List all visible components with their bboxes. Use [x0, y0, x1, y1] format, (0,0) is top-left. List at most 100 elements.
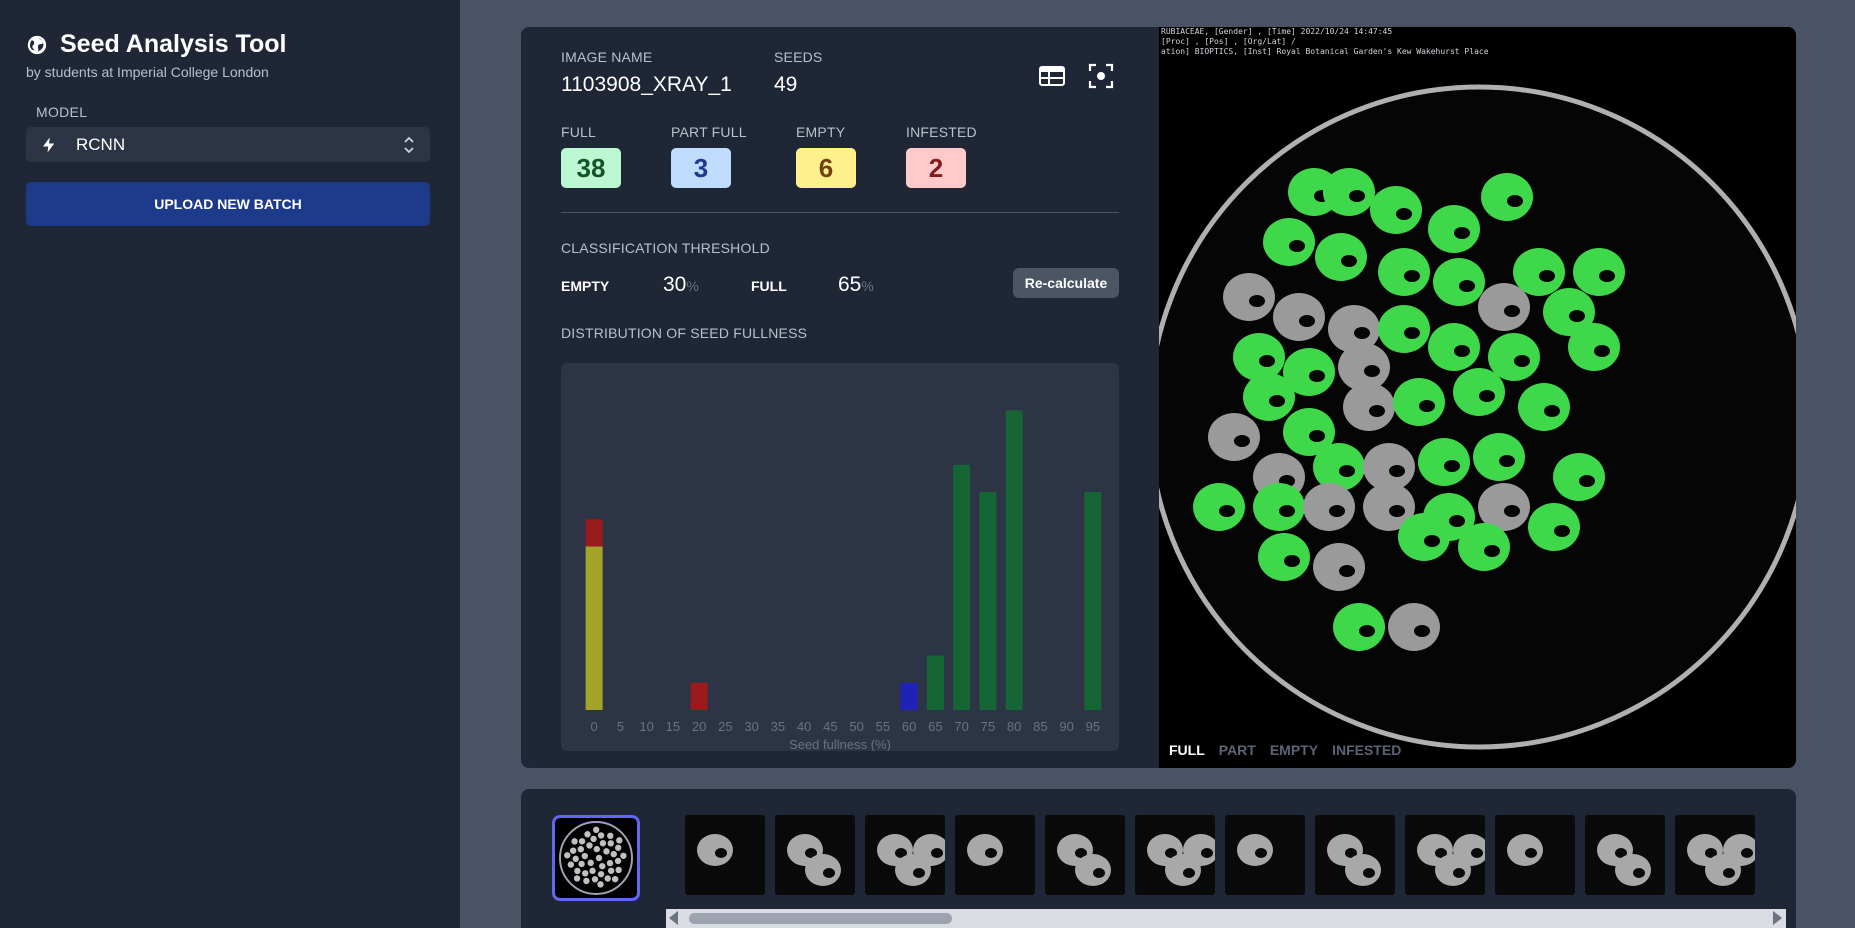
seed: [1283, 408, 1335, 456]
threshold-empty-value[interactable]: 30%: [663, 273, 699, 297]
seed-notch: [1201, 848, 1213, 858]
xray-meta-line: ation] BIOPTICS, [Inst] Royal Botanical …: [1161, 47, 1489, 56]
thumb-seed: [569, 847, 577, 854]
sidebar: Seed Analysis Tool by students at Imperi…: [0, 0, 460, 928]
thumbnail[interactable]: [1675, 815, 1755, 895]
seed: [1418, 438, 1470, 486]
seed-notch: [1369, 405, 1385, 417]
seed: [1478, 283, 1530, 331]
petri-dish: [1159, 84, 1796, 750]
thumbnail[interactable]: [1225, 815, 1305, 895]
seed: [1543, 288, 1595, 336]
histogram-bar: [900, 682, 918, 710]
seed: [1237, 834, 1273, 866]
thumbnail[interactable]: [865, 815, 945, 895]
thumbnail[interactable]: [685, 815, 765, 895]
scroll-right-arrow[interactable]: [1773, 911, 1782, 925]
seed-notch: [985, 848, 997, 858]
thumbnail-seed-image: [1687, 834, 1755, 886]
seed-notch: [1329, 505, 1345, 517]
legend-full[interactable]: FULL: [1169, 742, 1205, 758]
seed-notch: [1705, 848, 1717, 858]
thumbnail-seed-image: [1327, 834, 1381, 886]
x-tick-label: 25: [718, 719, 732, 734]
thumb-seed: [581, 852, 588, 860]
seed: [1363, 483, 1415, 531]
seed-notch: [1339, 565, 1355, 577]
thumbnail[interactable]: [1045, 815, 1125, 895]
thumbnail-seed-image: [1057, 834, 1111, 886]
legend-empty[interactable]: EMPTY: [1269, 742, 1319, 758]
seed: [1075, 854, 1111, 886]
thumbnail[interactable]: [1315, 815, 1395, 895]
threshold-full-value[interactable]: 65%: [838, 273, 874, 297]
seed-notch: [1341, 255, 1357, 267]
xray-meta-line: RUBIACEAE, [Gender] , [Time] 2022/10/24 …: [1161, 27, 1393, 36]
thumb-seed: [586, 842, 593, 849]
seed-notch: [895, 848, 907, 858]
seed-notch: [1259, 355, 1275, 367]
thumbnail-seed-image: [1597, 834, 1651, 886]
thumb-seed: [597, 870, 605, 878]
seed: [1243, 373, 1295, 421]
thumb-seed: [610, 850, 617, 858]
thumbnail[interactable]: [1135, 815, 1215, 895]
seed: [1433, 258, 1485, 306]
thumbnail-seed-image: [967, 834, 1003, 866]
seed-notch: [1449, 515, 1465, 527]
thumb-seed: [592, 826, 600, 834]
thumbnail[interactable]: [1495, 815, 1575, 895]
model-select[interactable]: RCNN: [26, 127, 430, 162]
scrollbar-thumb[interactable]: [689, 913, 952, 924]
seed: [1333, 603, 1385, 651]
chevron-updown-icon: [404, 136, 414, 154]
seed: [1513, 248, 1565, 296]
count-badge-part-full: 3: [671, 148, 731, 188]
seed: [1453, 368, 1505, 416]
seed-notch: [1579, 475, 1595, 487]
seed-notch: [1165, 848, 1177, 858]
seed-notch: [1544, 405, 1560, 417]
thumb-seed: [599, 840, 607, 847]
threshold-empty-label: EMPTY: [561, 278, 610, 294]
thumbnail-strip: [521, 789, 1796, 928]
histogram-svg: 0 5 10 15 20 25 30 35 40 45 50 55 60 65 70 75 80 85 90 95 Se…: [585, 410, 1102, 752]
seed-notch: [1364, 365, 1380, 377]
x-tick-label: 30: [744, 719, 758, 734]
table-icon[interactable]: [1038, 62, 1066, 90]
x-tick-label: 5: [617, 719, 624, 734]
thumbnail[interactable]: [1585, 815, 1665, 895]
seed: [1428, 323, 1480, 371]
seed-notch: [1284, 555, 1300, 567]
seed-notch: [1594, 345, 1610, 357]
seed-notch: [1249, 295, 1265, 307]
thumbnail[interactable]: [955, 815, 1035, 895]
seeds-count: 49: [774, 73, 798, 96]
seed-notch: [1269, 395, 1285, 407]
seed: [1528, 503, 1580, 551]
thumb-seed: [572, 855, 579, 863]
thumb-seed: [571, 838, 578, 845]
focus-icon[interactable]: [1087, 62, 1115, 90]
scroll-left-arrow[interactable]: [669, 911, 678, 925]
count-label-full: FULL: [561, 124, 597, 140]
seed-notch: [1396, 208, 1412, 220]
legend-infested[interactable]: INFESTED: [1332, 742, 1402, 758]
thumbnail-seed-image: [877, 834, 945, 886]
seed: [1615, 854, 1651, 886]
thumb-seed: [567, 861, 575, 868]
seed: [1488, 333, 1540, 381]
count-badge-infested: 2: [906, 148, 966, 188]
seed-notch: [1093, 868, 1105, 878]
thumbnail[interactable]: [1405, 815, 1485, 895]
recalculate-button[interactable]: Re-calculate: [1013, 268, 1119, 298]
seed-notch: [1459, 280, 1475, 292]
upload-new-batch-button[interactable]: UPLOAD NEW BATCH: [26, 182, 430, 226]
seed-notch: [1507, 195, 1523, 207]
seed-notch: [1299, 315, 1315, 327]
globe-icon: [27, 35, 47, 54]
legend-part[interactable]: PART: [1218, 742, 1256, 758]
threshold-full-label: FULL: [751, 278, 787, 294]
thumbnail-selected[interactable]: [552, 815, 640, 901]
thumbnail[interactable]: [775, 815, 855, 895]
